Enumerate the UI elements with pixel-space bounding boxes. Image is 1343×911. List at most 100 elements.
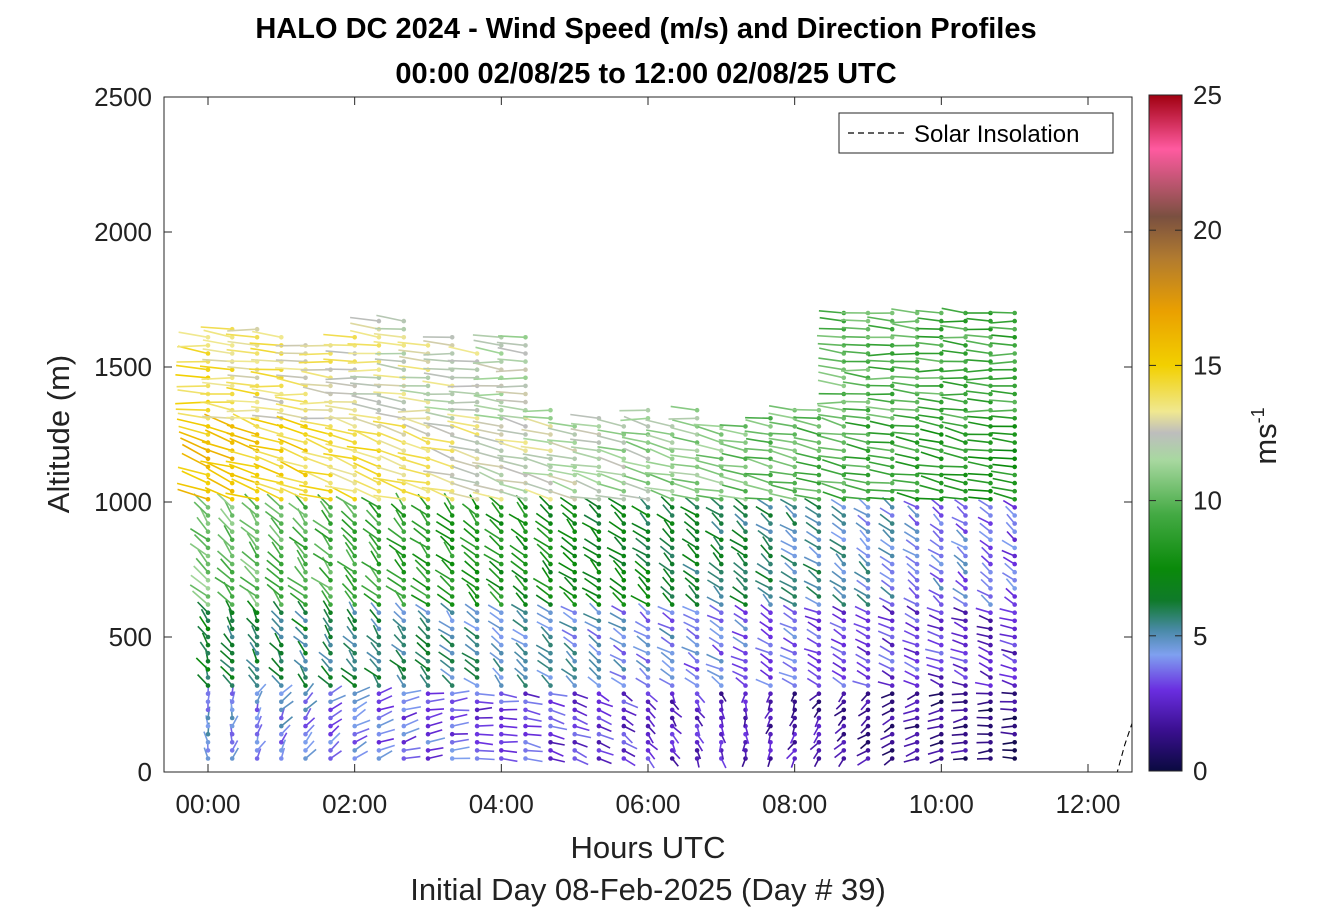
wind-barb <box>1005 587 1017 599</box>
wind-barb <box>682 570 700 583</box>
wind-barb <box>322 600 333 615</box>
wind-barb <box>760 512 773 526</box>
wind-barb <box>515 535 528 551</box>
wind-barb <box>956 561 968 575</box>
wind-barb <box>364 575 382 591</box>
wind-barb <box>318 651 333 664</box>
wind-barb <box>401 755 421 761</box>
y-tick-label: 2500 <box>94 82 152 112</box>
wind-barb <box>878 597 895 607</box>
wind-barb <box>498 335 528 340</box>
wind-barb <box>658 677 675 688</box>
wind-barb <box>511 637 528 648</box>
wind-barb <box>951 691 968 696</box>
wind-barb <box>694 756 700 768</box>
wind-barb <box>352 750 369 761</box>
wind-barb <box>1002 715 1017 721</box>
wind-barb <box>623 415 651 429</box>
wind-barb <box>974 681 993 688</box>
wind-barb <box>762 536 773 551</box>
wind-barb <box>535 594 553 607</box>
wind-barb <box>759 653 773 664</box>
wind-barb <box>866 446 895 454</box>
wind-barb <box>681 646 700 656</box>
wind-barb <box>685 668 700 680</box>
wind-barb <box>1001 549 1017 559</box>
wind-barb <box>597 418 627 429</box>
wind-barb <box>510 560 528 575</box>
wind-barb <box>547 474 577 486</box>
wind-barb <box>1005 578 1017 591</box>
wind-barb <box>427 487 455 502</box>
wind-barb <box>565 675 577 688</box>
wind-barb <box>270 610 284 624</box>
wind-barb <box>950 648 968 656</box>
wind-barb <box>819 347 847 356</box>
wind-barb <box>499 748 518 754</box>
wind-barb <box>488 535 504 551</box>
wind-barb <box>978 646 993 656</box>
wind-barb <box>340 667 358 680</box>
wind-barb <box>469 494 480 510</box>
wind-barb <box>251 405 284 413</box>
wind-barb <box>978 614 993 624</box>
wind-barb <box>352 735 368 745</box>
wind-barb <box>941 396 968 405</box>
wind-barb <box>840 367 871 373</box>
wind-barb <box>536 604 553 615</box>
wind-barb <box>877 547 895 559</box>
wind-barb <box>294 626 308 640</box>
wind-barb <box>707 570 724 583</box>
wind-barb <box>684 496 700 510</box>
wind-barb <box>734 604 748 615</box>
wind-barb <box>951 681 968 688</box>
wind-barb <box>401 695 420 705</box>
wind-barb <box>537 659 553 672</box>
wind-barb <box>547 427 577 437</box>
wind-barb <box>217 533 235 551</box>
wind-barb <box>1001 691 1017 696</box>
wind-barb <box>892 479 920 486</box>
wind-barb <box>514 575 528 591</box>
wind-barb <box>803 648 822 656</box>
wind-barb <box>639 667 651 680</box>
wind-barb <box>354 470 382 486</box>
wind-barb <box>409 537 431 551</box>
wind-barb <box>351 402 382 413</box>
wind-barb <box>254 740 267 753</box>
wind-barb <box>345 574 358 591</box>
wind-barb <box>347 343 382 348</box>
wind-barb <box>178 331 211 340</box>
wind-barb <box>318 582 333 599</box>
wind-barb <box>648 441 675 454</box>
wind-barb <box>719 428 748 437</box>
wind-barb <box>765 723 773 735</box>
wind-barb <box>757 586 773 599</box>
wind-barb <box>941 318 968 324</box>
wind-barb <box>813 731 822 744</box>
wind-barb <box>436 584 455 599</box>
wind-barb <box>425 707 445 713</box>
wind-barb <box>548 723 568 731</box>
wind-barb <box>904 699 920 709</box>
wind-barb <box>732 636 748 648</box>
wind-barb <box>412 577 431 591</box>
wind-barb <box>523 691 540 699</box>
wind-barb <box>661 576 675 591</box>
wind-barb <box>949 656 968 664</box>
wind-barb <box>904 612 920 624</box>
wind-barb <box>177 345 211 356</box>
wind-barb <box>347 359 382 364</box>
wind-barb <box>632 547 651 559</box>
wind-barb <box>227 374 260 381</box>
wind-barb <box>499 691 518 699</box>
wind-barb <box>891 381 920 389</box>
wind-barb <box>950 540 968 551</box>
wind-barb <box>557 529 577 543</box>
wind-barb <box>317 675 333 688</box>
wind-barb <box>197 625 211 640</box>
wind-barb <box>464 643 480 656</box>
wind-barb <box>301 432 333 445</box>
wind-barb <box>403 423 431 437</box>
wind-barb <box>619 407 651 413</box>
